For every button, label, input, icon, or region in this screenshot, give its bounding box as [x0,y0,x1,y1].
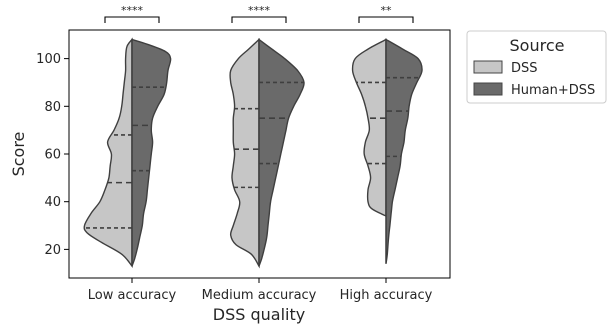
legend: Source DSS Human+DSS [466,30,607,104]
x-tick-label-1: Medium accuracy [202,288,317,303]
significance-bracket-2 [358,16,414,23]
y-axis: 20 40 60 80 100 [36,52,69,258]
violin-half-human-dss-0 [131,38,172,267]
violins-layer [83,37,423,269]
violin-half-dss-0 [83,37,133,269]
y-tick-label-100: 100 [36,52,61,67]
y-tick-label-80: 80 [44,100,61,115]
y-tick-label-40: 40 [44,195,61,210]
legend-swatch-human-dss [473,82,503,96]
legend-title: Source [510,36,565,55]
legend-swatch-dss [473,60,503,74]
violin-half-human-dss-2 [385,38,423,264]
significance-brackets: **** **** ** [104,4,414,23]
significance-label-2: ** [381,4,393,17]
x-tick-label-2: High accuracy [340,288,433,303]
significance-label-0: **** [121,4,144,17]
violin-half-human-dss-1 [258,38,305,267]
legend-label-dss: DSS [511,61,538,76]
violin-half-dss-1 [229,37,260,269]
y-tick-label-60: 60 [44,148,61,163]
legend-label-human-dss: Human+DSS [511,83,595,98]
x-axis: Low accuracy Medium accuracy High accuracy [88,278,433,303]
x-axis-title: DSS quality [213,305,305,324]
violin-half-dss-2 [351,38,387,218]
significance-bracket-0 [104,16,160,23]
x-tick-label-0: Low accuracy [88,288,177,303]
y-axis-title: Score [9,132,28,177]
significance-bracket-1 [231,16,287,23]
significance-label-1: **** [248,4,271,17]
y-tick-label-20: 20 [44,243,61,258]
